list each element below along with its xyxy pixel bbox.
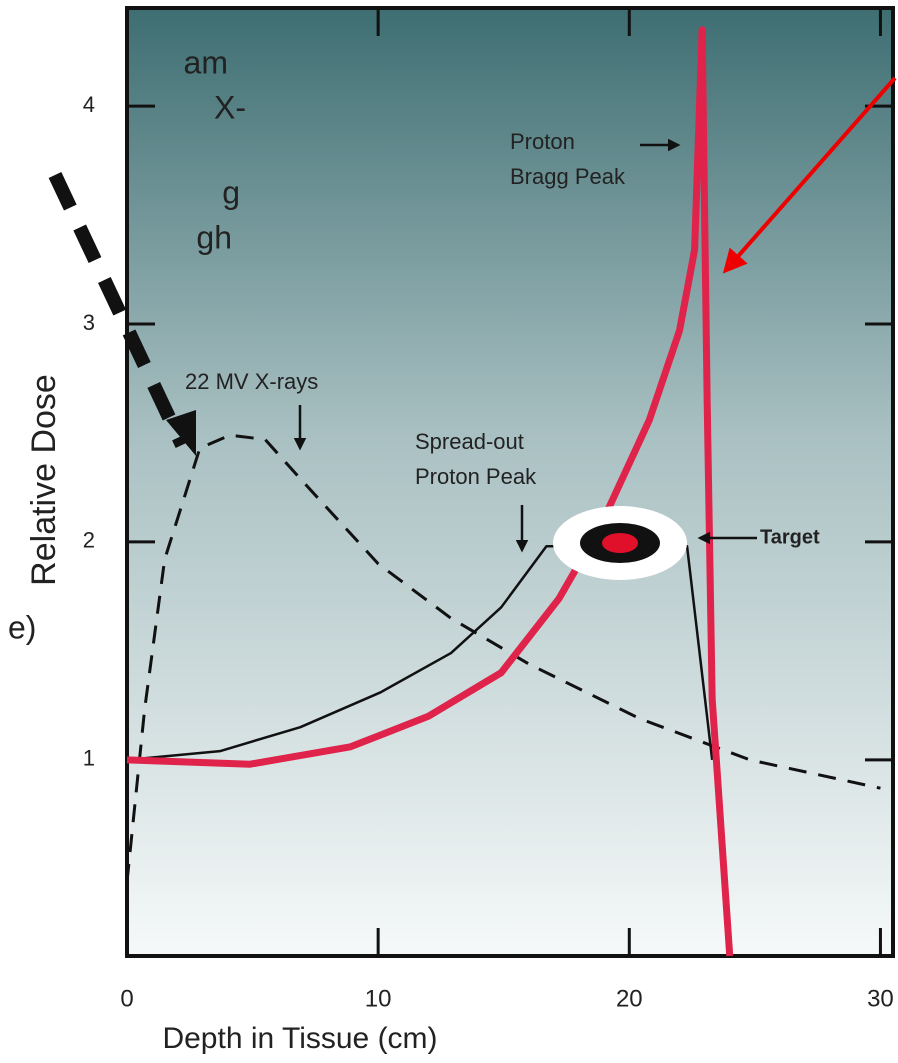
series-label: Spread-out (415, 429, 524, 454)
target-core (602, 533, 638, 553)
chart: Depth in Tissue (cm) Relative Dose 1 2 3 4 0… (0, 0, 898, 1063)
x-tick-label: 0 (120, 985, 133, 1012)
x-axis-label: Depth in Tissue (cm) (162, 1022, 437, 1055)
series-label: Bragg Peak (510, 164, 626, 189)
y-tick-label: 2 (83, 528, 95, 553)
slide-text: g (222, 174, 240, 210)
slide-text: gh (196, 219, 232, 255)
y-tick-label: 3 (83, 310, 95, 335)
y-tick-label: 1 (83, 746, 95, 771)
slide-text: X- (214, 89, 246, 125)
series-label: Proton (510, 129, 575, 154)
slide-text: am (184, 44, 228, 80)
slide-text: e) (8, 609, 36, 645)
x-tick-label: 10 (365, 985, 392, 1012)
y-tick-label: 4 (83, 92, 95, 117)
x-tick-label: 30 (867, 985, 894, 1012)
y-axis-label: Relative Dose (25, 374, 63, 586)
series-label: 22 MV X-rays (185, 369, 318, 394)
series-label: Proton Peak (415, 464, 537, 489)
annotation: Target (760, 526, 820, 548)
x-tick-label: 20 (616, 985, 643, 1012)
